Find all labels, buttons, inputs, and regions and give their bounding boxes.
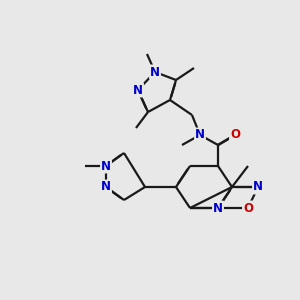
Text: N: N [133, 83, 143, 97]
Text: N: N [253, 181, 263, 194]
Text: N: N [150, 65, 160, 79]
Text: O: O [243, 202, 253, 214]
Text: N: N [213, 202, 223, 214]
Text: N: N [101, 160, 111, 172]
Text: N: N [101, 181, 111, 194]
Text: N: N [195, 128, 205, 142]
Text: O: O [230, 128, 240, 142]
